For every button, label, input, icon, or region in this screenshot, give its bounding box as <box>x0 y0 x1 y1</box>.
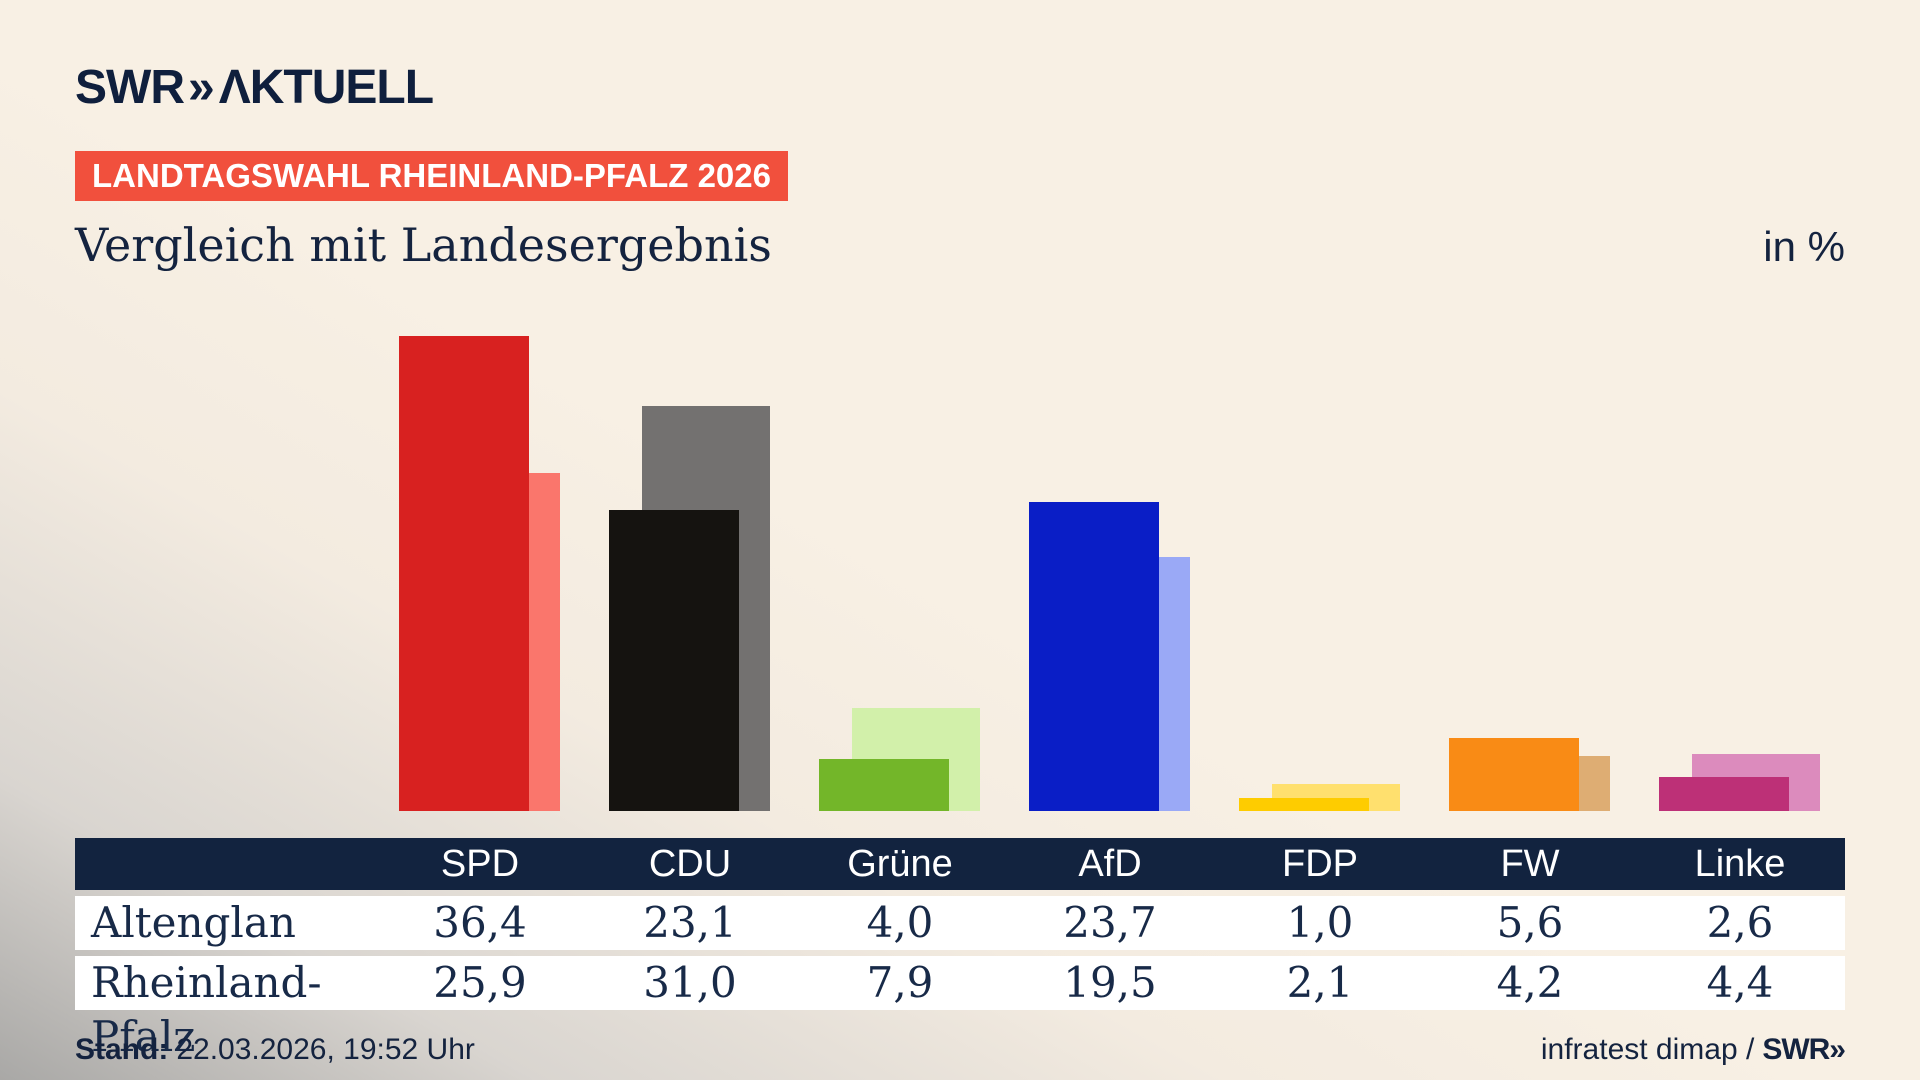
table-header-row: SPD CDU Grüne AfD FDP FW Linke <box>75 838 1845 890</box>
chart-title: Vergleich mit Landesergebnis <box>75 218 772 272</box>
source-brand: SWR» <box>1762 1033 1846 1066</box>
source-credit: infratest dimap / SWR» <box>1540 1033 1846 1067</box>
timestamp-label: Stand: <box>75 1033 169 1066</box>
value-altenglan-gr-ne: 4,0 <box>866 898 934 947</box>
column-header-gr-ne: Grüne <box>847 843 953 885</box>
bar-altenglan-spd <box>399 336 529 811</box>
logo-swr-text: SWR <box>75 61 185 114</box>
results-table: SPD CDU Grüne AfD FDP FW Linke Altenglan 36,4 23,… <box>75 838 1845 1061</box>
column-header-fdp: FDP <box>1282 843 1358 885</box>
value-rheinland-pfalz-fdp: 2,1 <box>1286 958 1354 1007</box>
value-altenglan-fdp: 1,0 <box>1286 898 1354 947</box>
value-rheinland-pfalz-linke: 4,4 <box>1706 958 1774 1007</box>
value-rheinland-pfalz-gr-ne: 7,9 <box>866 958 934 1007</box>
value-altenglan-fw: 5,6 <box>1496 898 1564 947</box>
bar-altenglan-gr-ne <box>819 759 949 811</box>
bar-altenglan-afd <box>1029 502 1159 811</box>
logo-aktuell-text: ΛKTUELL <box>218 61 434 114</box>
column-header-spd: SPD <box>440 843 520 885</box>
timestamp: Stand: 22.03.2026, 19:52 Uhr <box>75 1033 475 1067</box>
column-header-linke: Linke <box>1694 843 1786 885</box>
value-rheinland-pfalz-fw: 4,2 <box>1496 958 1564 1007</box>
bar-altenglan-fw <box>1449 738 1579 811</box>
column-header-fw: FW <box>1500 843 1560 885</box>
row-label-altenglan: Altenglan <box>91 898 296 947</box>
source-text: infratest dimap / <box>1540 1033 1755 1066</box>
column-header-cdu: CDU <box>648 843 732 885</box>
value-rheinland-pfalz-afd: 19,5 <box>1063 958 1157 1007</box>
bar-altenglan-fdp <box>1239 798 1369 811</box>
bar-altenglan-cdu <box>609 510 739 811</box>
value-rheinland-pfalz-cdu: 31,0 <box>643 958 737 1007</box>
value-altenglan-linke: 2,6 <box>1706 898 1774 947</box>
timestamp-value: 22.03.2026, 19:52 Uhr <box>176 1033 475 1066</box>
column-header-afd: AfD <box>1078 843 1142 885</box>
election-badge: LANDTAGSWAHL RHEINLAND-PFALZ 2026 <box>75 151 788 201</box>
value-rheinland-pfalz-spd: 25,9 <box>433 958 527 1007</box>
value-altenglan-cdu: 23,1 <box>643 898 737 947</box>
swr-aktuell-logo: SWR» ΛKTUELL <box>75 61 434 114</box>
table-row-rheinland-pfalz: Rheinland-Pfalz 25,9 31,0 7,9 19,5 2,1 4,2 4,4 <box>75 956 1845 1061</box>
value-altenglan-spd: 36,4 <box>433 898 527 947</box>
table-header-corner <box>75 838 375 890</box>
table-row-altenglan: Altenglan 36,4 23,1 4,0 23,7 1,0 5,6 2,6 <box>75 896 1845 950</box>
unit-label: in % <box>1763 223 1845 270</box>
row-label-rheinland-pfalz: Rheinland-Pfalz <box>91 958 322 1061</box>
bar-altenglan-linke <box>1659 777 1789 811</box>
value-altenglan-afd: 23,7 <box>1063 898 1157 947</box>
